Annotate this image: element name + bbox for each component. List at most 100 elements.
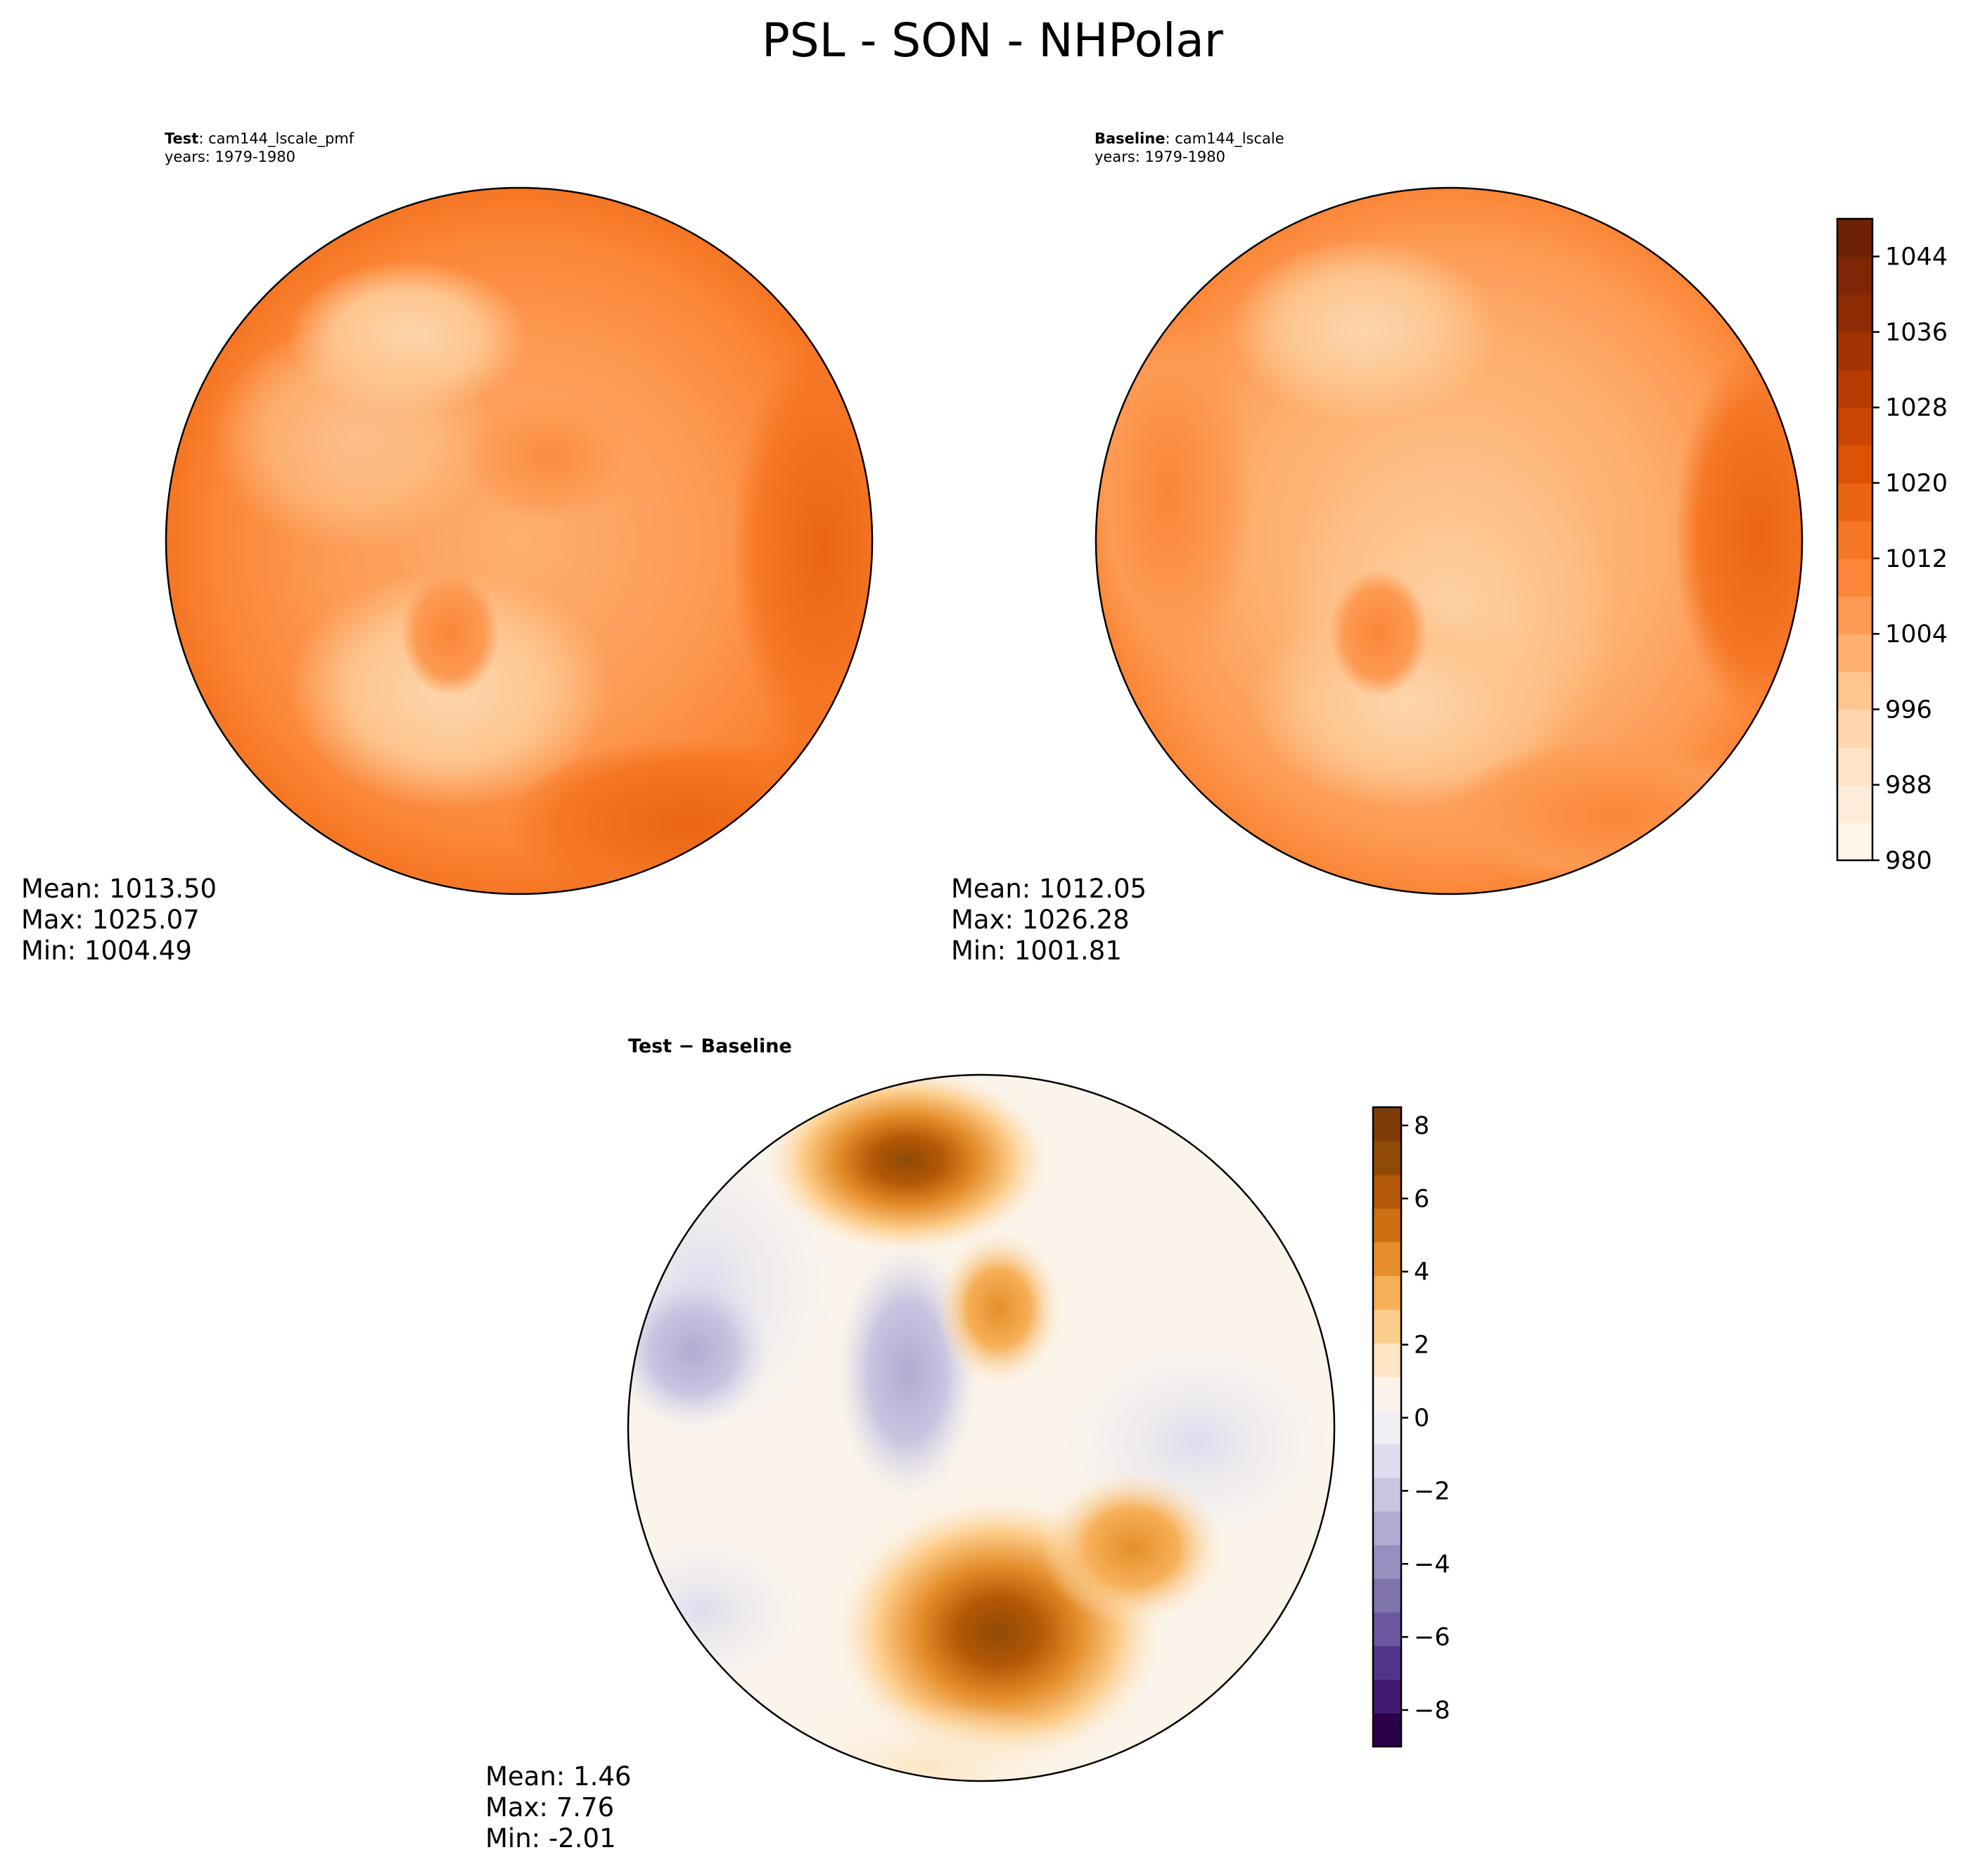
main-colorbar-swatch bbox=[1837, 634, 1872, 672]
diff-colorbar-tick-label: 4 bbox=[1414, 1258, 1429, 1287]
main-colorbar-tick-label: 1004 bbox=[1885, 620, 1948, 649]
diff-colorbar: −8 −6 −4 −2 0 2 4 6 8 bbox=[1372, 1106, 1450, 1748]
main-colorbar-swatch bbox=[1837, 445, 1872, 484]
main-colorbar-swatch bbox=[1837, 596, 1872, 634]
diff-colorbar-tick-label: 6 bbox=[1414, 1185, 1429, 1213]
diff-colorbar-swatch bbox=[1373, 1443, 1401, 1479]
main-colorbar-swatch bbox=[1837, 747, 1872, 786]
diff-colorbar-swatch bbox=[1373, 1410, 1401, 1445]
main-colorbar-swatch bbox=[1837, 407, 1872, 446]
diff-colorbar-swatch bbox=[1373, 1309, 1401, 1344]
diff-map bbox=[627, 1073, 1336, 1782]
test-field-mid-b bbox=[464, 394, 633, 521]
main-colorbar-swatch bbox=[1837, 294, 1872, 333]
diff-colorbar-swatch bbox=[1373, 1578, 1401, 1613]
diff-colorbar-frame bbox=[1372, 1106, 1403, 1748]
test-label-bold: Test bbox=[165, 130, 199, 147]
diff-colorbar-swatch bbox=[1373, 1544, 1401, 1579]
main-colorbar-tick-label: 1036 bbox=[1885, 319, 1948, 347]
diff-colorbar-tick-label: −2 bbox=[1414, 1477, 1450, 1505]
diff-colorbar-swatch bbox=[1373, 1342, 1401, 1377]
figure-title: PSL - SON - NHPolar bbox=[762, 13, 1223, 68]
test-years: years: 1979-1980 bbox=[165, 148, 296, 165]
diff-field-pos-se bbox=[1041, 1470, 1224, 1625]
test-map-boundary bbox=[165, 186, 874, 895]
baseline-map-boundary bbox=[1094, 186, 1804, 895]
diff-colorbar-tick-label: 0 bbox=[1414, 1405, 1429, 1433]
diff-field-neg-sw bbox=[628, 1533, 809, 1688]
diff-field-pos-center bbox=[936, 1231, 1062, 1386]
diff-colorbar-swatch bbox=[1373, 1174, 1401, 1209]
diff-mean: Mean: 1.46 bbox=[485, 1761, 632, 1792]
baseline-map bbox=[1094, 186, 1804, 895]
test-max: Max: 1025.07 bbox=[21, 905, 200, 935]
baseline-field-mid-b bbox=[1329, 570, 1428, 696]
baseline-field-high-a bbox=[1231, 239, 1498, 422]
main-colorbar-tick-label: 988 bbox=[1885, 772, 1932, 800]
test-label-text: : cam144_lscale_pmf bbox=[198, 130, 355, 147]
main-colorbar-swatch bbox=[1837, 521, 1872, 559]
diff-colorbar-swatch bbox=[1373, 1376, 1401, 1411]
diff-colorbar-swatch bbox=[1373, 1713, 1401, 1747]
diff-colorbar-swatch bbox=[1373, 1275, 1401, 1310]
diff-field-pos-north bbox=[767, 1075, 1048, 1252]
main-colorbar-swatch bbox=[1837, 331, 1872, 371]
test-min: Min: 1004.49 bbox=[21, 936, 192, 966]
baseline-field-high-c bbox=[1252, 598, 1562, 809]
main-colorbar-swatch bbox=[1837, 784, 1872, 824]
test-stats: Mean: 1013.50 Max: 1025.07 Min: 1004.49 bbox=[21, 874, 217, 966]
baseline-min: Min: 1001.81 bbox=[951, 936, 1122, 966]
diff-panel-title: Test − Baseline bbox=[628, 1035, 792, 1057]
test-mean: Mean: 1013.50 bbox=[21, 874, 217, 904]
diff-max: Max: 7.76 bbox=[485, 1792, 615, 1823]
test-panel-title: Test: cam144_lscale_pmf years: 1979-1980 bbox=[165, 129, 354, 166]
baseline-years: years: 1979-1980 bbox=[1094, 148, 1226, 165]
diff-colorbar-swatch bbox=[1373, 1612, 1401, 1647]
diff-colorbar-swatch bbox=[1373, 1477, 1401, 1512]
diff-colorbar-swatch bbox=[1373, 1242, 1401, 1277]
main-colorbar-tick-label: 1028 bbox=[1885, 394, 1948, 422]
baseline-field-mid-c bbox=[1442, 739, 1794, 893]
diff-colorbar-tick-label: −8 bbox=[1414, 1697, 1450, 1725]
main-colorbar-swatch bbox=[1837, 483, 1872, 521]
test-field-low-b bbox=[506, 739, 872, 894]
baseline-field-mid-a bbox=[1096, 310, 1252, 675]
diff-colorbar-swatch bbox=[1373, 1208, 1401, 1243]
main-colorbar-tick-label: 1020 bbox=[1885, 470, 1948, 498]
main-colorbar-swatch bbox=[1837, 709, 1872, 748]
test-field-high-c bbox=[211, 324, 492, 549]
diff-stats: Mean: 1.46 Max: 7.76 Min: -2.01 bbox=[485, 1761, 631, 1854]
baseline-max: Max: 1026.28 bbox=[951, 905, 1130, 935]
main-colorbar-tick-label: 1012 bbox=[1885, 545, 1948, 573]
test-field-mid-a bbox=[401, 570, 499, 696]
diff-colorbar-swatch bbox=[1373, 1140, 1401, 1175]
diff-colorbar-tick-label: −6 bbox=[1414, 1623, 1450, 1652]
main-colorbar-frame bbox=[1836, 217, 1874, 862]
baseline-mean: Mean: 1012.05 bbox=[951, 874, 1147, 904]
baseline-field-low-a bbox=[1674, 352, 1802, 717]
main-colorbar-tick-label: 996 bbox=[1885, 696, 1932, 724]
diff-colorbar-swatch bbox=[1373, 1511, 1401, 1545]
baseline-label-bold: Baseline bbox=[1094, 130, 1166, 147]
main-colorbar-swatch bbox=[1837, 369, 1872, 409]
main-colorbar-swatch bbox=[1837, 822, 1872, 861]
baseline-label-text: : cam144_lscale bbox=[1165, 130, 1284, 147]
diff-colorbar-swatch bbox=[1373, 1107, 1401, 1142]
main-colorbar-swatch bbox=[1837, 256, 1872, 295]
test-map bbox=[165, 186, 874, 895]
diff-field-neg-west bbox=[628, 1273, 770, 1428]
diff-min: Min: -2.01 bbox=[485, 1823, 616, 1853]
diff-colorbar-tick-label: 2 bbox=[1414, 1332, 1429, 1360]
baseline-panel-title: Baseline: cam144_lscale years: 1979-1980 bbox=[1094, 129, 1284, 166]
main-colorbar-swatch bbox=[1837, 219, 1872, 257]
main-colorbar-tick-label: 1044 bbox=[1885, 243, 1948, 272]
main-colorbar-swatch bbox=[1837, 558, 1872, 597]
diff-colorbar-swatch bbox=[1373, 1645, 1401, 1680]
baseline-stats: Mean: 1012.05 Max: 1026.28 Min: 1001.81 bbox=[951, 874, 1147, 966]
diff-colorbar-tick-label: 8 bbox=[1414, 1112, 1429, 1140]
main-colorbar-tick-label: 980 bbox=[1885, 847, 1932, 875]
diff-field-cream bbox=[760, 1702, 1097, 1781]
diff-map-boundary bbox=[627, 1073, 1336, 1782]
main-colorbar: 980 988 996 1004 1012 1020 1028 1036 1044 bbox=[1836, 217, 1948, 875]
